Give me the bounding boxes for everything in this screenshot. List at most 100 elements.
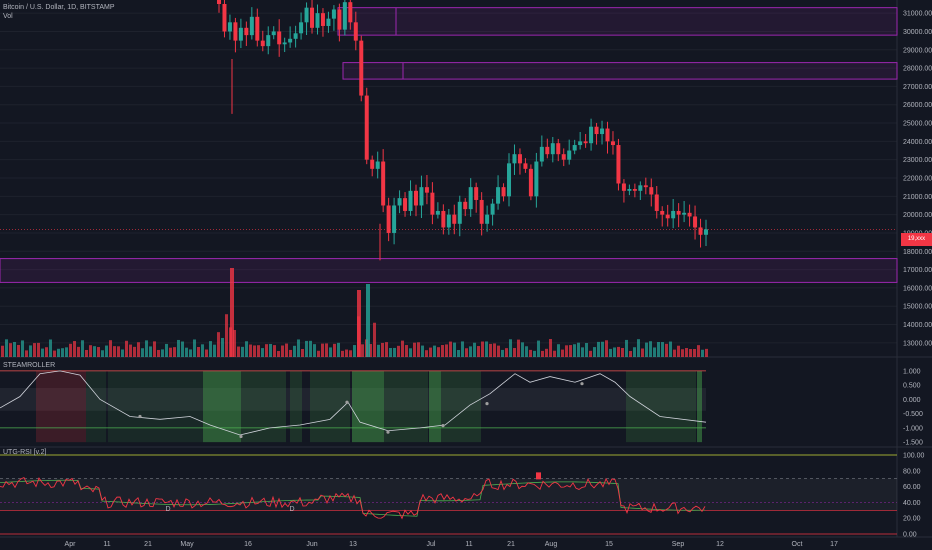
candle-body — [392, 205, 397, 233]
volume-bar — [693, 348, 696, 357]
candle-body — [320, 13, 325, 26]
rsi-signal-line — [0, 479, 706, 517]
volume-bar — [601, 341, 604, 357]
volume-bar — [565, 345, 568, 357]
candle-body — [408, 190, 413, 211]
volume-bar — [313, 344, 316, 357]
price-axis-label: 30000.00 — [903, 29, 932, 36]
time-axis-label: 13 — [349, 541, 357, 548]
candle-body — [326, 18, 331, 26]
volume-bar — [385, 342, 388, 357]
volume-bar — [573, 344, 576, 357]
candle-body — [217, 0, 221, 5]
volume-bar — [457, 349, 460, 357]
volume-bar — [237, 346, 240, 357]
price-zone-support — [0, 258, 898, 283]
osc-axis-label: 0.000 — [903, 397, 921, 404]
candle-body — [474, 187, 479, 200]
bullish-region — [108, 370, 203, 443]
signal-dot — [138, 414, 142, 419]
candle-body — [583, 141, 588, 144]
volume-bar — [265, 344, 268, 357]
volume-bar — [617, 346, 620, 357]
volume-bar — [337, 342, 340, 357]
strong-bullish-region — [352, 370, 384, 443]
candle-body — [654, 194, 659, 211]
volume-bar — [185, 347, 188, 357]
bullish-region — [241, 370, 286, 443]
candle-body — [490, 203, 495, 215]
volume-bar — [353, 345, 356, 357]
volume-bar — [293, 345, 296, 357]
candle-body — [282, 42, 287, 45]
candle-body — [446, 214, 451, 228]
price-axis-label: 27000.00 — [903, 84, 932, 91]
time-axis-label: Aug — [545, 541, 558, 548]
candle-body — [424, 187, 429, 193]
volume-bar — [381, 342, 384, 357]
candle-body — [397, 198, 402, 206]
bullish-region — [384, 370, 428, 443]
price-axis-label: 15000.00 — [903, 304, 932, 311]
candle-body — [452, 214, 457, 224]
volume-bar — [557, 344, 560, 357]
volume-bar — [341, 350, 344, 357]
candle-body — [556, 143, 561, 155]
candle-body — [676, 210, 681, 215]
bullish-region — [441, 370, 481, 443]
volume-bar — [33, 343, 36, 357]
volume-bar — [357, 290, 361, 357]
volume-bar — [289, 349, 292, 357]
volume-bar — [49, 339, 52, 357]
volume-bar — [429, 347, 432, 357]
candle-body — [468, 187, 473, 210]
rsi-band — [0, 478, 897, 511]
volume-bar — [89, 345, 92, 357]
osc-axis-label: -1.000 — [903, 425, 923, 432]
time-axis-label: 17 — [830, 541, 838, 548]
volume-bar — [561, 349, 564, 357]
volume-bar — [621, 348, 624, 357]
candle-body — [671, 210, 676, 219]
time-axis-label: 11 — [465, 541, 472, 548]
volume-bar — [181, 341, 184, 357]
signal-dot — [580, 382, 584, 386]
volume-bar — [545, 348, 548, 357]
candle-body — [375, 161, 380, 169]
volume-bar — [65, 347, 68, 357]
volume-bar — [93, 346, 96, 357]
volume-bar — [653, 347, 656, 357]
candle-body — [255, 16, 260, 41]
candle-body — [271, 31, 276, 36]
volume-bar — [349, 350, 352, 357]
volume-bar — [173, 347, 176, 357]
price-zone-resistance — [342, 62, 898, 80]
candle-body — [370, 159, 375, 169]
volume-bar — [245, 341, 248, 357]
volume-bar — [253, 345, 256, 357]
osc-axis-label: 1.000 — [903, 368, 921, 375]
volume-bar — [105, 345, 108, 357]
volume-bar — [697, 345, 700, 357]
osc-axis-label: -1.500 — [903, 440, 923, 447]
volume-bar — [593, 347, 596, 357]
volume-bar — [501, 349, 504, 357]
volume-bar — [17, 344, 20, 357]
volume-bar — [361, 344, 364, 357]
volume-bar — [425, 350, 428, 357]
signal-dot — [386, 430, 390, 434]
volume-bar — [137, 342, 140, 357]
candle-body — [698, 227, 703, 235]
volume-bar — [689, 349, 692, 357]
volume-bar — [485, 341, 488, 357]
candle-body — [348, 2, 353, 23]
volume-bar — [409, 348, 412, 357]
volume-bar — [585, 343, 588, 357]
volume-bar — [5, 339, 8, 357]
signal-dot — [441, 424, 445, 428]
candle-body — [643, 185, 648, 188]
candle-body — [660, 210, 665, 215]
candle-body — [249, 16, 254, 36]
